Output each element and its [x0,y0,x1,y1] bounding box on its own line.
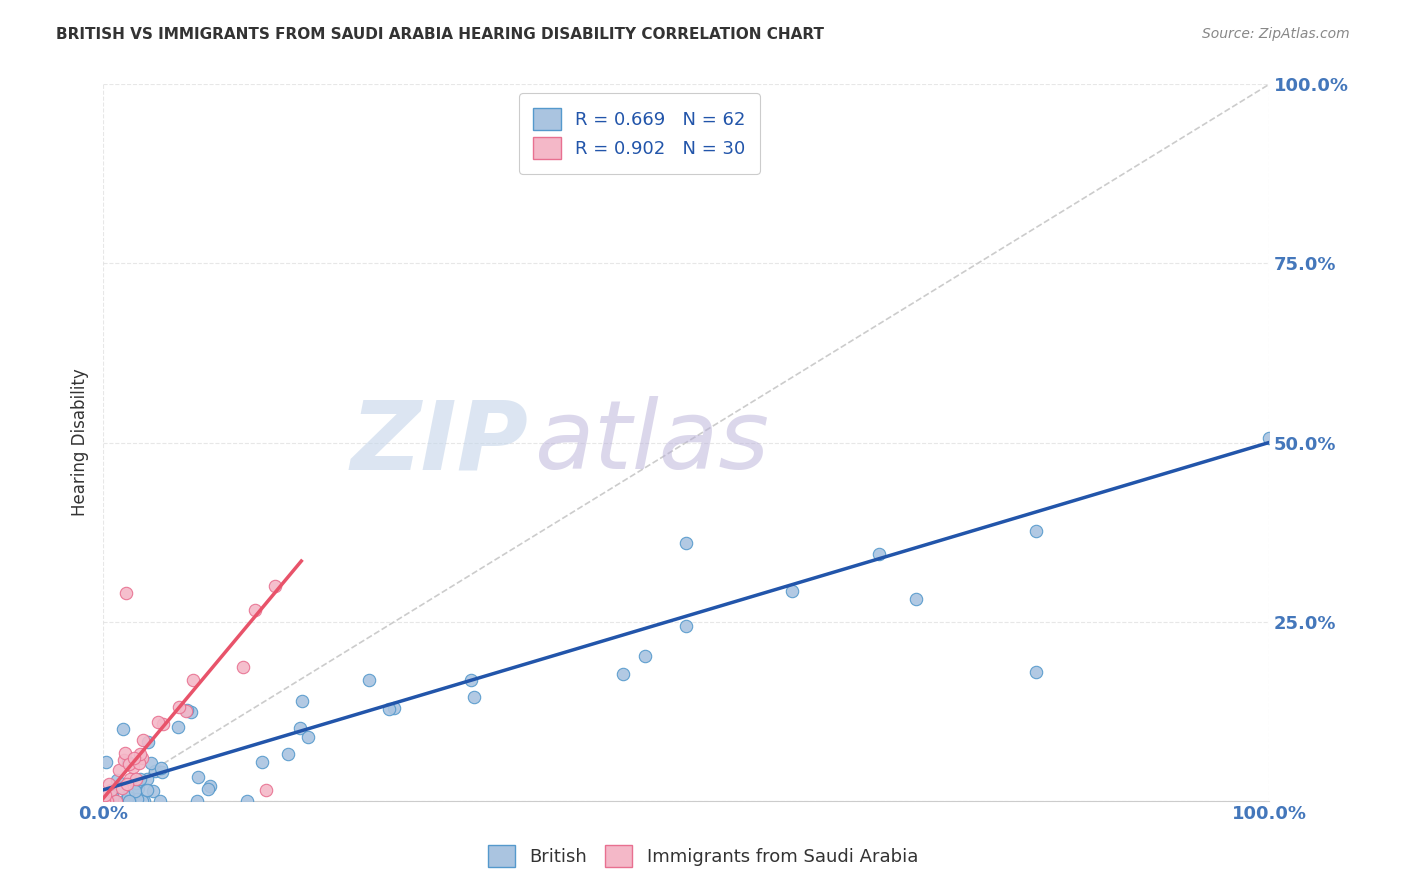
Point [121,760,143,774]
Point [96,794,118,808]
Point [382,700,405,714]
Point [97,777,120,791]
Point [232,659,254,673]
Text: Source: ZipAtlas.com: Source: ZipAtlas.com [1202,27,1350,41]
Point [114,746,136,760]
Point [93,794,115,808]
Point [132,794,155,808]
Point [129,747,152,762]
Point [136,772,159,786]
Point [93,794,115,808]
Legend: British, Immigrants from Saudi Arabia: British, Immigrants from Saudi Arabia [481,838,925,874]
Point [118,757,141,772]
Point [1258,431,1281,445]
Point [125,775,148,789]
Point [101,789,124,803]
Point [118,772,141,787]
Point [125,792,148,806]
Point [117,777,139,791]
Point [94,788,117,802]
Point [117,755,139,769]
Point [167,700,190,714]
Point [117,790,139,805]
Legend: R = 0.669   N = 62, R = 0.902   N = 30: R = 0.669 N = 62, R = 0.902 N = 30 [519,94,759,174]
Point [1025,665,1047,679]
Point [131,794,153,808]
Point [200,779,222,793]
Point [112,794,135,808]
Point [105,772,128,787]
Point [142,784,165,798]
Point [128,772,150,786]
Point [152,716,174,731]
Point [1025,524,1047,538]
Point [127,781,149,796]
Point [117,794,139,808]
Point [107,764,129,778]
Point [136,783,159,797]
Point [186,794,208,808]
Point [122,751,145,765]
Point [132,732,155,747]
Point [93,794,115,808]
Point [176,703,198,717]
Point [96,794,118,808]
Point [181,673,204,687]
Point [378,702,401,716]
Point [675,536,697,550]
Text: ZIP: ZIP [350,396,529,489]
Point [254,783,277,797]
Point [612,667,634,681]
Point [149,794,172,808]
Text: atlas: atlas [534,396,769,489]
Point [263,579,285,593]
Point [104,794,127,808]
Point [675,618,697,632]
Point [252,755,274,769]
Point [100,794,122,808]
Point [146,714,169,729]
Point [290,722,312,736]
Point [104,794,127,808]
Point [112,753,135,767]
Point [245,603,267,617]
Point [124,784,146,798]
Point [235,794,257,808]
Point [98,794,121,808]
Point [460,673,482,687]
Point [120,794,142,808]
Point [131,751,153,765]
Point [868,548,890,562]
Point [97,794,120,808]
Point [100,782,122,797]
Text: BRITISH VS IMMIGRANTS FROM SAUDI ARABIA HEARING DISABILITY CORRELATION CHART: BRITISH VS IMMIGRANTS FROM SAUDI ARABIA … [56,27,824,42]
Point [174,704,197,718]
Point [166,720,188,734]
Point [111,781,134,796]
Point [108,780,131,794]
Point [112,722,135,736]
Point [125,772,148,787]
Point [96,756,118,770]
Point [149,761,172,775]
Point [187,771,209,785]
Point [115,586,138,600]
Point [179,705,201,719]
Point [782,584,804,599]
Point [357,673,380,688]
Point [463,690,485,704]
Point [128,756,150,770]
Point [905,591,928,606]
Point [291,694,314,708]
Point [277,747,299,761]
Point [150,764,173,779]
Point [136,735,159,749]
Point [143,764,166,778]
Point [141,756,163,771]
Point [297,730,319,744]
Y-axis label: Hearing Disability: Hearing Disability [72,368,89,516]
Point [118,794,141,808]
Point [634,648,657,663]
Point [197,781,219,796]
